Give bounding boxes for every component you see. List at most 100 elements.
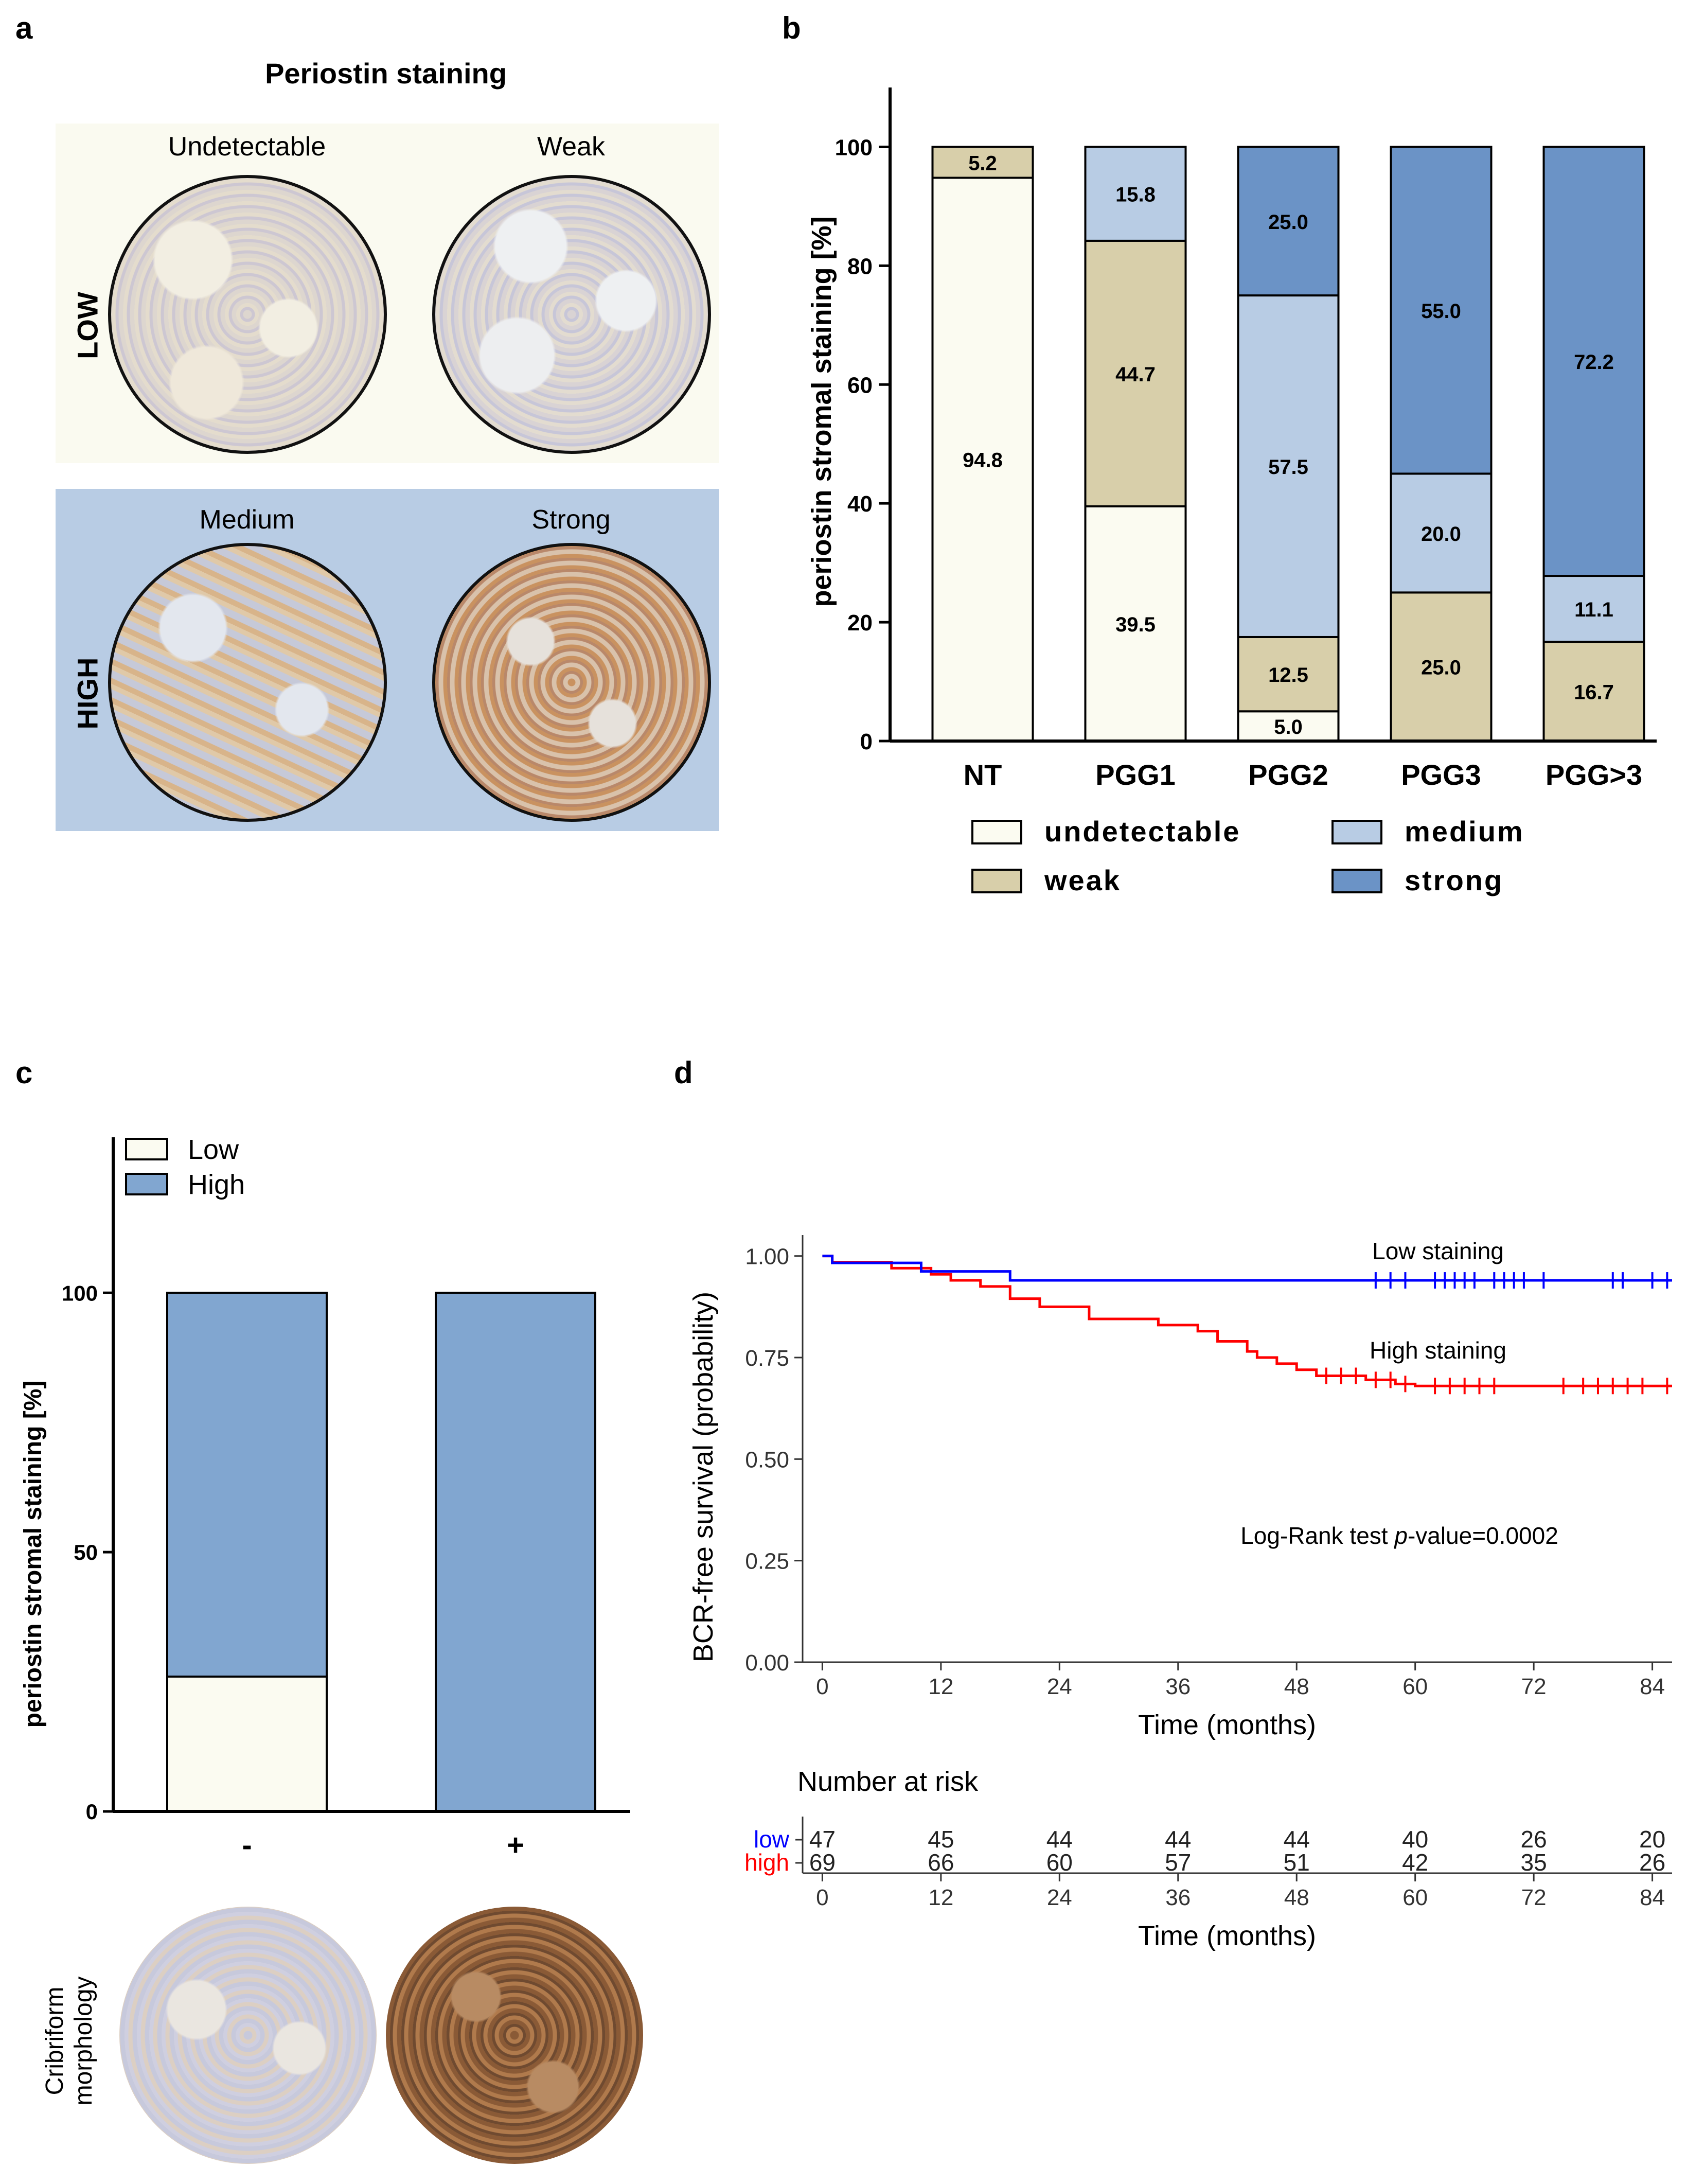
chart-b-ytick-label: 40 xyxy=(847,491,873,517)
chart-b-legend-label-undetectable: undetectable xyxy=(1044,815,1240,848)
panel-letter-c: c xyxy=(15,1055,33,1090)
km-low-curve-label: Low staining xyxy=(1372,1238,1504,1264)
risk-row-label-high: high xyxy=(744,1849,789,1876)
cribriform-label: Cribriform morphology xyxy=(41,1938,98,2144)
chart-b-legend-swatch-strong xyxy=(1331,869,1382,893)
panel-letter-a: a xyxy=(15,11,33,45)
chart-d-xtick-label: 72 xyxy=(1521,1674,1547,1699)
chart-b-bar-medium xyxy=(1237,294,1340,638)
chart-b-bar-weak xyxy=(1542,641,1645,743)
chart-b-data-label: 55.0 xyxy=(1421,300,1461,323)
chart-b-ytick-label: 80 xyxy=(847,254,873,279)
chart-b-category-label: PGG3 xyxy=(1401,759,1481,791)
micrograph-cribriform-negative xyxy=(119,1907,377,2164)
risk-xtick-label: 0 xyxy=(816,1885,828,1910)
micrograph-undetectable xyxy=(108,175,387,454)
panel-a-title: Periostin staining xyxy=(265,57,507,90)
chart-b-data-label: 25.0 xyxy=(1268,211,1308,234)
label-weak: Weak xyxy=(537,132,605,162)
risk-xtick-label: 84 xyxy=(1640,1885,1665,1910)
chart-b-data-label: 44.7 xyxy=(1115,363,1156,386)
chart-d-xtick-label: 12 xyxy=(928,1674,953,1699)
chart-d-xtick-label: 0 xyxy=(816,1674,828,1699)
chart-d-ytick-label: 1.00 xyxy=(745,1244,789,1270)
risk-value-high: 60 xyxy=(1046,1849,1073,1876)
chart-b-data-label: 15.8 xyxy=(1115,184,1156,206)
pvalue-suffix: -value=0.0002 xyxy=(1408,1522,1558,1549)
cribriform-label-line1: Cribriform xyxy=(41,1986,68,2095)
pvalue-italic: p xyxy=(1393,1522,1408,1549)
chart-b-category-label: PGG2 xyxy=(1248,759,1328,791)
label-medium: Medium xyxy=(199,505,295,535)
km-high-curve-label: High staining xyxy=(1370,1337,1506,1364)
row-label-low: LOW xyxy=(71,292,104,359)
chart-b-category-label: NT xyxy=(964,759,1002,791)
chart-c-ytick-label: 0 xyxy=(86,1800,98,1824)
chart-b-category-label: PGG>3 xyxy=(1546,759,1642,791)
km-curve-low xyxy=(822,1255,1672,1282)
risk-table-title: Number at risk xyxy=(797,1766,979,1797)
chart-b-data-label: 11.1 xyxy=(1574,598,1613,621)
chart-b-legend-swatch-medium xyxy=(1331,820,1382,844)
chart-b-bar-medium xyxy=(1390,472,1493,594)
chart-b-ylabel: periostin stromal staining [%] xyxy=(806,216,837,607)
chart-b-legend-label-medium: medium xyxy=(1405,815,1524,848)
chart-d-xlabel: Time (months) xyxy=(1138,1710,1316,1740)
chart-d-xtick-label: 60 xyxy=(1402,1674,1428,1699)
risk-value-high: 69 xyxy=(809,1849,836,1876)
pvalue-prefix: Log-Rank test xyxy=(1240,1522,1394,1549)
risk-xtick-label: 36 xyxy=(1165,1885,1191,1910)
label-undetectable: Undetectable xyxy=(168,132,326,162)
chart-c-legend-label-high: High xyxy=(188,1169,245,1200)
chart-d-ytick-label: 0.50 xyxy=(745,1447,789,1472)
chart-b-bar-weak xyxy=(931,146,1034,179)
chart-d-ytick-label: 0.25 xyxy=(745,1549,789,1574)
label-strong: Strong xyxy=(531,505,611,535)
chart-c-legend-swatch-high xyxy=(125,1173,168,1195)
chart-b-bar-strong xyxy=(1237,146,1340,297)
chart-b-legend-label-strong: strong xyxy=(1405,864,1503,896)
chart-b-bar-medium xyxy=(1542,575,1645,643)
chart-d-xtick-label: 24 xyxy=(1047,1674,1072,1699)
chart-c-bar-low xyxy=(166,1676,328,1812)
chart-d-xtick-label: 36 xyxy=(1165,1674,1191,1699)
risk-value-low: 26 xyxy=(1521,1826,1547,1853)
risk-value-low: 44 xyxy=(1284,1826,1310,1853)
cribriform-label-box: Cribriform morphology xyxy=(39,1925,100,2130)
chart-b: 94.8 5.2 39.5 44.7 15.8 5.0 12.5 57.5 25.0 25.0 20… xyxy=(806,87,1657,896)
chart-b-bar-weak xyxy=(1237,636,1340,713)
risk-value-high: 35 xyxy=(1521,1849,1547,1876)
risk-value-high: 42 xyxy=(1402,1849,1428,1876)
risk-value-low: 44 xyxy=(1165,1826,1191,1853)
km-pvalue-annotation: Log-Rank test p-value=0.0002 xyxy=(1240,1522,1558,1549)
chart-b-data-label: 57.5 xyxy=(1268,456,1308,479)
chart-d-ytick-label: 0.00 xyxy=(745,1650,789,1676)
chart-c-legend-label-low: Low xyxy=(188,1134,239,1165)
chart-c-ytick-label: 50 xyxy=(74,1540,98,1564)
chart-c-category-label: + xyxy=(507,1828,524,1862)
chart-b-ytick-label: 60 xyxy=(847,373,873,398)
risk-value-high: 57 xyxy=(1165,1849,1191,1876)
chart-b-data-label: 39.5 xyxy=(1115,613,1156,636)
chart-d: 0.00 0.25 0.50 0.75 1.00 0 12 24 36 48 60 72 84 low 4… xyxy=(688,1235,1672,1951)
chart-c-legend-swatch-low xyxy=(125,1138,168,1160)
risk-xtick-label: 12 xyxy=(928,1885,953,1910)
chart-b-legend-swatch-weak xyxy=(971,869,1022,893)
risk-value-low: 45 xyxy=(928,1826,954,1853)
risk-row-label-low: low xyxy=(754,1826,790,1853)
chart-b-ytick-label: 0 xyxy=(860,729,873,754)
risk-xtick-label: 60 xyxy=(1402,1885,1428,1910)
chart-b-bar-strong xyxy=(1542,146,1645,577)
panel-letter-d: d xyxy=(674,1055,693,1090)
micrograph-cribriform-positive xyxy=(386,1907,643,2164)
risk-xtick-label: 48 xyxy=(1284,1885,1309,1910)
chart-b-bar-undetectable xyxy=(1084,505,1187,742)
chart-b-category-label: PGG1 xyxy=(1095,759,1176,791)
chart-b-ytick-label: 100 xyxy=(835,135,873,160)
chart-b-data-label: 94.8 xyxy=(963,449,1003,472)
chart-b-legend-label-weak: weak xyxy=(1044,864,1121,896)
chart-b-data-label: 5.2 xyxy=(968,152,997,174)
risk-value-low: 47 xyxy=(809,1826,836,1853)
chart-b-bar-strong xyxy=(1390,146,1493,475)
chart-b-data-label: 16.7 xyxy=(1574,681,1614,704)
